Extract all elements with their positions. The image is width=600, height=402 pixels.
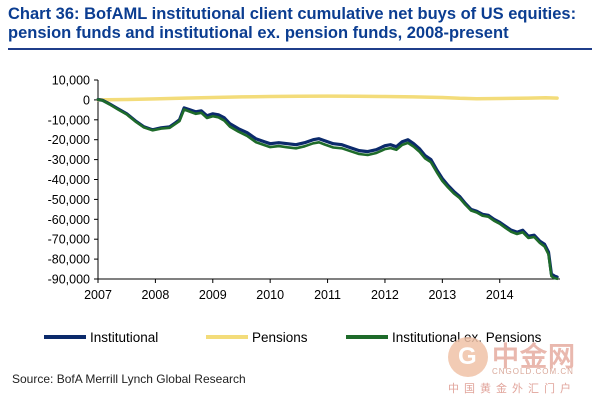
watermark-logo-glyph: G xyxy=(458,343,477,370)
series-line-inst_ex_pensions xyxy=(96,98,559,281)
chart-title-line-2: pension funds and institutional ex. pens… xyxy=(8,24,509,42)
title-divider xyxy=(8,48,592,50)
x-tick-label: 2014 xyxy=(486,288,514,302)
series-line-pensions xyxy=(96,94,559,102)
watermark: G 中金网 CNGOLD.COM.CN 中国黄金外汇门户 xyxy=(448,335,598,401)
y-tick-label: -90,000 xyxy=(48,273,90,287)
y-tick-label: 10,000 xyxy=(52,74,90,88)
y-tick-label: -50,000 xyxy=(48,193,90,207)
y-tick-label: -80,000 xyxy=(48,253,90,267)
chart-title: Chart 36: BofAML institutional client cu… xyxy=(8,5,598,43)
y-tick-label: -20,000 xyxy=(48,133,90,147)
x-tick-label: 2008 xyxy=(141,288,169,302)
legend-label-pensions: Pensions xyxy=(252,330,308,345)
source-note: Source: BofA Merrill Lynch Global Resear… xyxy=(12,372,246,386)
series-line-institutional xyxy=(96,97,559,279)
y-tick-label: -40,000 xyxy=(48,173,90,187)
y-tick-label: -70,000 xyxy=(48,233,90,247)
watermark-url: CNGOLD.COM.CN xyxy=(492,367,574,376)
y-tick-label: -60,000 xyxy=(48,213,90,227)
x-tick-label: 2012 xyxy=(371,288,399,302)
watermark-logo-icon: G xyxy=(448,337,488,377)
x-tick-label: 2013 xyxy=(428,288,456,302)
watermark-subtitle: 中国黄金外汇门户 xyxy=(448,383,576,395)
x-tick-label: 2010 xyxy=(256,288,284,302)
y-tick-label: 0 xyxy=(83,93,90,107)
watermark-brand: 中金网 xyxy=(492,342,576,372)
legend-label-institutional: Institutional xyxy=(90,330,158,345)
chart-title-line-1: Chart 36: BofAML institutional client cu… xyxy=(8,5,577,23)
x-tick-label: 2009 xyxy=(199,288,227,302)
y-tick-label: -30,000 xyxy=(48,153,90,167)
x-tick-label: 2007 xyxy=(84,288,112,302)
y-tick-label: -10,000 xyxy=(48,113,90,127)
x-tick-label: 2011 xyxy=(314,288,341,302)
